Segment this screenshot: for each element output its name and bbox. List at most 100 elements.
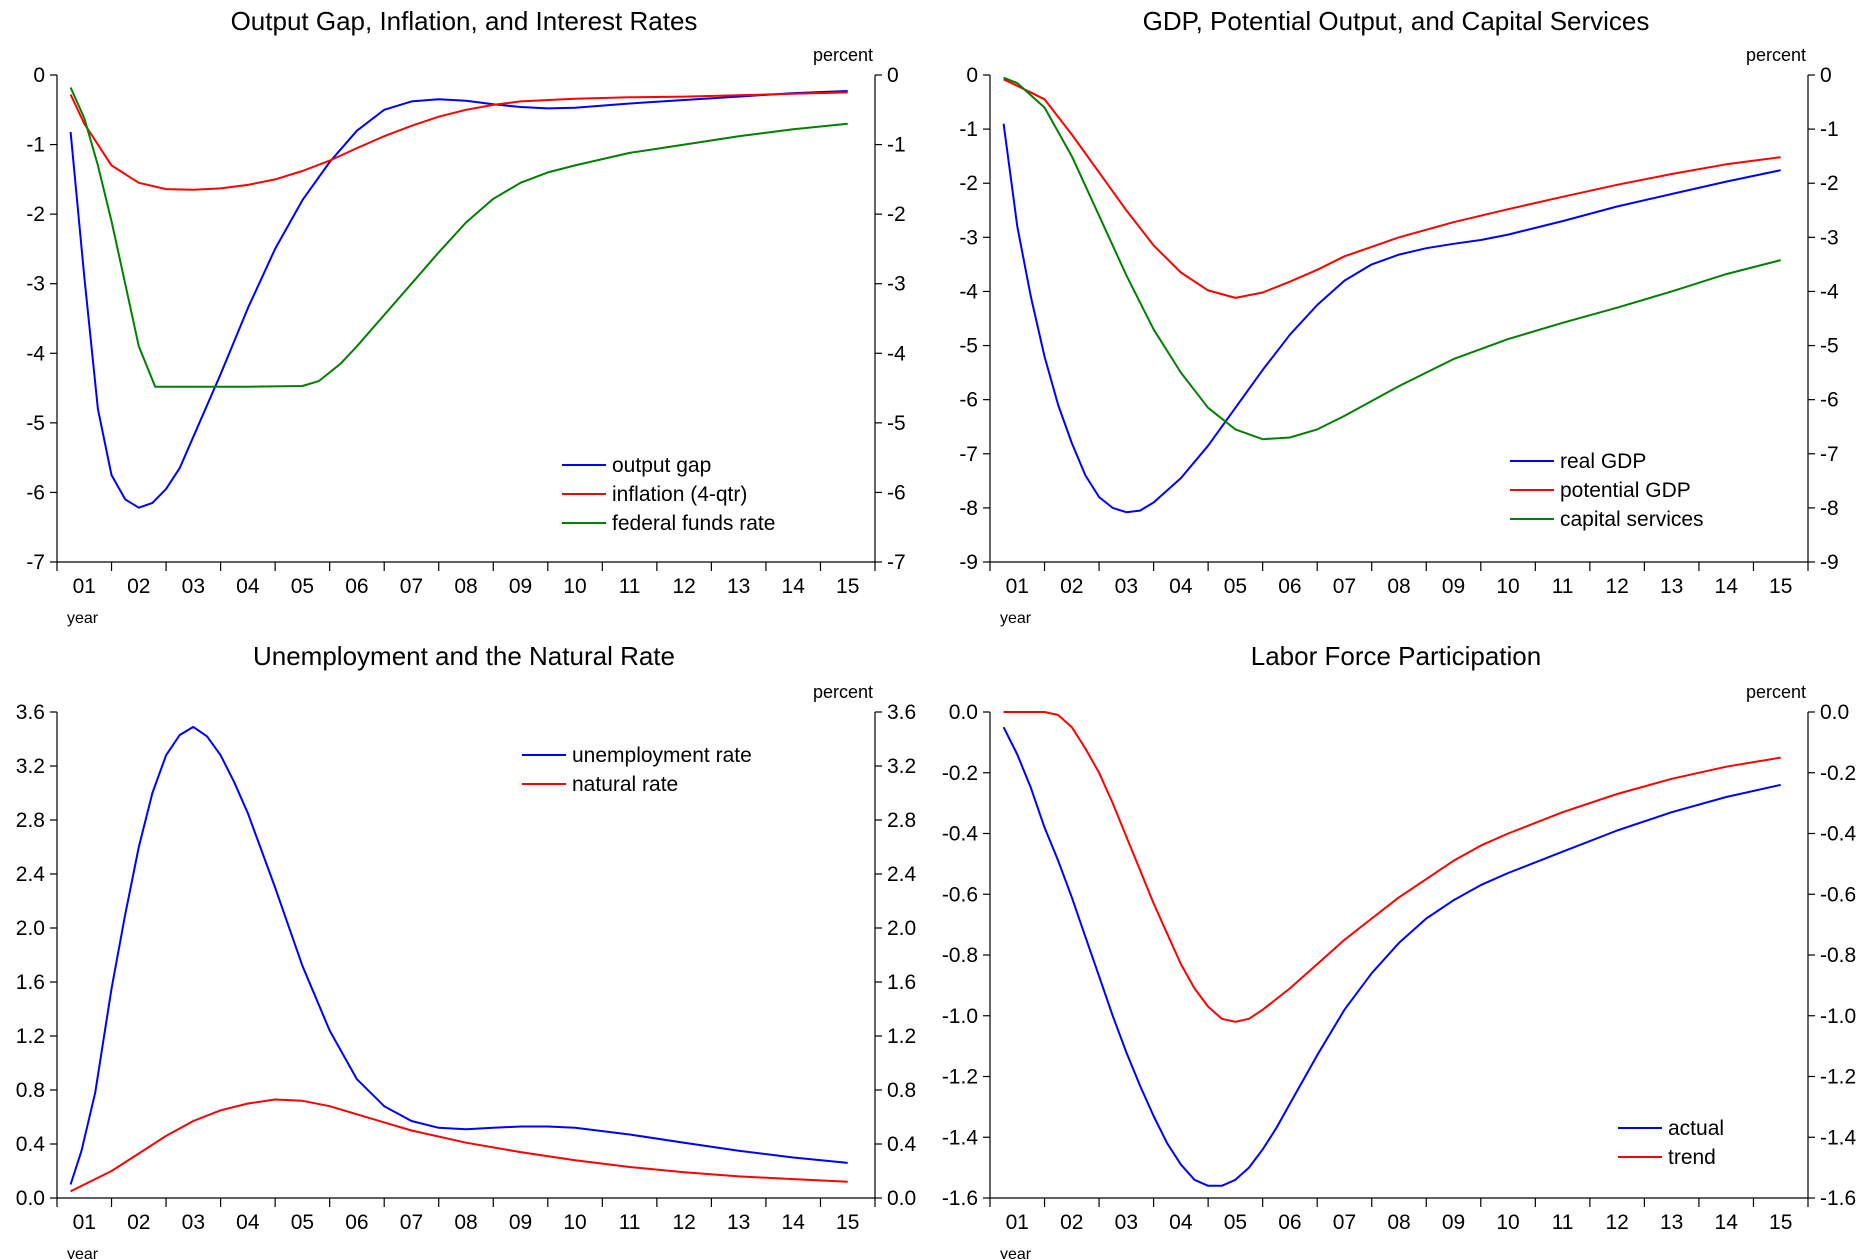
y-tick-label-right: -1 [887, 134, 906, 157]
chart-title: Output Gap, Inflation, and Interest Rate… [231, 6, 698, 36]
x-tick-label: 10 [1496, 575, 1519, 598]
y-tick-label-left: 3.2 [16, 755, 45, 778]
y-tick-label-left: -6 [959, 389, 978, 412]
y-tick-label-right: -0.6 [1820, 883, 1856, 906]
x-tick-label: 07 [1333, 1211, 1356, 1234]
x-tick-label: 12 [672, 1211, 695, 1234]
y-tick-label-left: -7 [26, 551, 45, 574]
y-tick-label-right: -5 [887, 412, 906, 435]
x-tick-label: 02 [1060, 575, 1083, 598]
x-tick-label: 10 [563, 1211, 586, 1234]
x-tick-label: 01 [73, 1211, 96, 1234]
legend-label: inflation (4-qtr) [612, 483, 747, 506]
y-tick-label-left: 0.4 [16, 1133, 46, 1156]
x-tick-label: 14 [782, 1211, 806, 1234]
chart-panel-3: Unemployment and the Natural Rate 3.6 3.6 3… [16, 641, 917, 1259]
series-line-inflation-4-qtr- [69, 91, 848, 191]
x-tick-label: 01 [1006, 575, 1029, 598]
x-tick-label: 03 [1115, 1211, 1138, 1234]
unit-label: percent [813, 45, 873, 65]
y-tick-label-right: -6 [887, 481, 906, 504]
x-tick-label: 06 [1278, 575, 1301, 598]
x-tick-label: 05 [1224, 575, 1247, 598]
x-tick-label: 03 [182, 575, 205, 598]
y-tick-label-right: 0 [1820, 64, 1832, 87]
x-tick-label: 05 [291, 575, 314, 598]
series-line-output-gap [69, 90, 848, 509]
x-tick-label: 15 [1769, 575, 1792, 598]
x-tick-label: 09 [1442, 1211, 1465, 1234]
unit-label: percent [1746, 45, 1806, 65]
y-tick-label-right: 0.8 [887, 1079, 916, 1102]
x-tick-label: 09 [509, 1211, 532, 1234]
x-tick-label: 14 [1715, 1211, 1739, 1234]
y-tick-label-right: -1 [1820, 118, 1839, 141]
x-tick-label: 13 [727, 1211, 750, 1234]
x-tick-label: 12 [1605, 1211, 1628, 1234]
x-tick-label: 09 [1442, 575, 1465, 598]
x-tick-label: 13 [1660, 575, 1683, 598]
x-tick-label: 06 [345, 1211, 368, 1234]
x-tick-label: 07 [400, 1211, 423, 1234]
y-tick-label-left: -1.4 [942, 1126, 979, 1149]
x-tick-label: 07 [1333, 575, 1356, 598]
y-tick-label-left: -0.2 [942, 762, 978, 785]
x-tick-label: 10 [563, 575, 586, 598]
y-tick-label-right: 2.4 [887, 863, 917, 886]
x-tick-label: 08 [454, 1211, 477, 1234]
series-line-natural-rate [70, 1098, 848, 1193]
y-tick-label-right: -2 [1820, 172, 1839, 195]
series-line-actual [1002, 726, 1781, 1187]
y-tick-label-left: 0 [33, 64, 45, 87]
y-tick-label-right: -0.8 [1820, 944, 1856, 967]
x-tick-label: 03 [1115, 575, 1138, 598]
y-tick-label-left: 2.8 [16, 809, 45, 832]
x-tick-label: 10 [1496, 1211, 1519, 1234]
legend-label: output gap [612, 454, 711, 477]
x-tick-label: 06 [345, 575, 368, 598]
y-tick-label-left: -0.4 [942, 823, 979, 846]
y-tick-label-right: -4 [1820, 280, 1839, 303]
y-tick-label-left: -6 [26, 481, 45, 504]
y-tick-label-left: 0.0 [16, 1187, 45, 1210]
y-tick-label-left: -7 [959, 443, 978, 466]
x-axis-label: year [1000, 610, 1032, 627]
y-tick-label-left: 2.0 [16, 917, 45, 940]
legend: unemployment rate natural rate [522, 744, 752, 796]
x-axis-label: year [67, 1246, 99, 1259]
y-tick-label-left: -5 [959, 335, 978, 358]
legend-label: potential GDP [1560, 479, 1691, 502]
x-tick-label: 02 [127, 575, 150, 598]
x-tick-label: 12 [1605, 575, 1628, 598]
x-tick-label: 04 [236, 575, 260, 598]
legend-label: federal funds rate [612, 512, 775, 535]
legend-label: natural rate [572, 773, 678, 796]
y-tick-label-right: -0.4 [1820, 823, 1857, 846]
x-tick-label: 15 [836, 1211, 859, 1234]
y-tick-label-right: -2 [887, 203, 906, 226]
x-tick-label: 01 [1006, 1211, 1029, 1234]
y-tick-label-right: -7 [887, 551, 906, 574]
x-tick-label: 14 [1715, 575, 1739, 598]
y-tick-label-right: 1.6 [887, 971, 916, 994]
series-line-real-gdp [1002, 123, 1781, 514]
x-tick-label: 13 [727, 575, 750, 598]
legend-label: real GDP [1560, 450, 1646, 473]
chart-title: GDP, Potential Output, and Capital Servi… [1143, 6, 1650, 36]
legend-label: actual [1668, 1117, 1724, 1140]
y-tick-label-left: 0.0 [949, 701, 978, 724]
y-tick-label-left: -9 [959, 551, 978, 574]
y-tick-label-left: -4 [26, 342, 45, 365]
chart-title: Labor Force Participation [1251, 641, 1541, 671]
chart-panel-4: Labor Force Participation 0.0 0.0 -0.2 -0.2 -… [942, 641, 1857, 1259]
y-tick-label-left: 1.6 [16, 971, 45, 994]
x-tick-label: 09 [509, 575, 532, 598]
y-tick-label-right: -5 [1820, 335, 1839, 358]
x-tick-label: 11 [619, 575, 641, 598]
y-tick-label-right: -3 [887, 273, 906, 296]
y-tick-label-right: -9 [1820, 551, 1839, 574]
legend-label: unemployment rate [572, 744, 752, 767]
y-tick-label-left: -1.2 [942, 1066, 978, 1089]
y-tick-label-left: -0.6 [942, 883, 978, 906]
